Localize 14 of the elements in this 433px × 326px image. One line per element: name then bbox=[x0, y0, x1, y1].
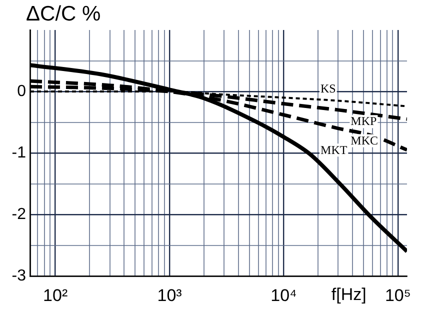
x-tick-label: 10³ bbox=[157, 286, 182, 305]
series-label: MKP bbox=[350, 114, 378, 128]
y-tick-label: 0 bbox=[17, 82, 26, 100]
series-label: KS bbox=[320, 82, 336, 96]
y-tick-label: -1 bbox=[12, 144, 26, 162]
series-label: MKC bbox=[350, 133, 378, 148]
y-tick-label: -2 bbox=[12, 206, 26, 223]
y-axis-title: ΔC/C % bbox=[26, 2, 101, 26]
x-tick-label: 10⁵ bbox=[384, 286, 411, 305]
x-tick-label: 10² bbox=[43, 286, 68, 305]
series-label: MKT bbox=[320, 142, 348, 157]
y-tick-label: -3 bbox=[12, 267, 26, 284]
x-tick-label: 10⁴ bbox=[270, 286, 297, 305]
x-axis-title: f[Hz] bbox=[331, 285, 366, 304]
